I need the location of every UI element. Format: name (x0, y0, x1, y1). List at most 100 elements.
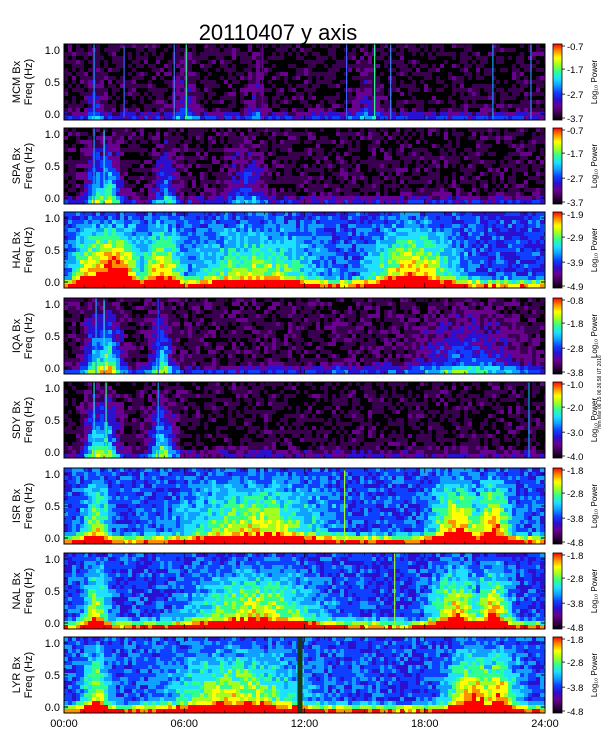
spectrogram-cell (120, 196, 124, 200)
spectrogram-cell (208, 280, 212, 284)
spectrogram-cell (64, 224, 68, 228)
spectrogram-cell (524, 152, 528, 156)
spectrogram-cell (220, 180, 224, 184)
spectrogram-cell (204, 224, 208, 228)
spectrogram-cell (88, 236, 92, 240)
spectrogram-cell (324, 196, 328, 200)
spectrogram-cell (240, 160, 244, 164)
spectrogram-cell (220, 64, 224, 68)
spectrogram-cell (156, 160, 160, 164)
spectrogram-cell (464, 100, 468, 104)
spectrogram-cell (144, 280, 148, 284)
spectrogram-cell (112, 252, 116, 256)
spectrogram-cell (428, 152, 432, 156)
spectrogram-cell (140, 44, 144, 48)
spectrogram-cell (276, 220, 280, 224)
spectrogram-cell (356, 164, 360, 168)
spectrogram-cell (272, 44, 276, 48)
spectrogram-cell (132, 236, 136, 240)
spectrogram-cell (120, 268, 124, 272)
spectrogram-cell (352, 104, 356, 108)
spectrogram-cell (224, 264, 228, 268)
spectrogram-cell (124, 80, 128, 84)
spectrogram-cell (72, 160, 76, 164)
spectrogram-cell (112, 152, 116, 156)
spectrogram-cell (176, 172, 180, 176)
spectrogram-cell (228, 172, 232, 176)
spectrogram-cell (88, 144, 92, 148)
spectrogram-cell (224, 52, 228, 56)
spectrogram-cell (296, 228, 300, 232)
spectrogram-cell (356, 84, 360, 88)
spectrogram-cell (336, 48, 340, 52)
spectrogram-cell (240, 144, 244, 148)
spectrogram-cell (268, 56, 272, 60)
spectrogram-cell (360, 196, 364, 200)
spectrogram-cell (200, 176, 204, 180)
spectrogram-cell (168, 84, 172, 88)
spectrogram-cell (228, 152, 232, 156)
spectrogram-cell (188, 180, 192, 184)
spectrogram-cell (236, 72, 240, 76)
spectrogram-cell (276, 272, 280, 276)
spectrogram-cell (88, 108, 92, 112)
spectrogram-cell (124, 240, 128, 244)
spectrogram-cell (244, 256, 248, 260)
spectrogram-cell (192, 128, 196, 132)
spectrogram-cell (244, 236, 248, 240)
spectrogram-cell (416, 44, 420, 48)
spectrogram-cell (428, 64, 432, 68)
spectrogram-cell (196, 240, 200, 244)
spectrogram-cell (72, 248, 76, 252)
spectrogram-cell (168, 192, 172, 196)
spectrogram-cell (196, 96, 200, 100)
spectrogram-cell (228, 72, 232, 76)
spectrogram-cell (360, 76, 364, 80)
spectrogram-cell (108, 104, 112, 108)
spectrogram-cell (292, 280, 296, 284)
spectrogram-cell (248, 152, 252, 156)
spectrogram-cell (468, 96, 472, 100)
spectrogram-cell (216, 180, 220, 184)
spectrogram-cell (76, 132, 80, 136)
spectrogram-cell (204, 152, 208, 156)
spectrogram-cell (192, 196, 196, 200)
spectrogram-cell (196, 272, 200, 276)
spectrogram-cell (308, 160, 312, 164)
spectrogram-cell (132, 44, 136, 48)
spectrogram-cell (96, 136, 100, 140)
spectrogram-cell (200, 200, 204, 204)
spectrogram-cell (256, 272, 260, 276)
spectrogram-cell (320, 176, 324, 180)
spectrogram-cell (132, 232, 136, 236)
spectrogram-cell (144, 72, 148, 76)
spectrogram-cell (216, 244, 220, 248)
spectrogram-cell (280, 184, 284, 188)
spectrogram-cell (196, 60, 200, 64)
spectrogram-cell (280, 240, 284, 244)
spectrogram-cell (472, 196, 476, 200)
spectrogram-cell (76, 280, 80, 284)
spectrogram-cell (352, 116, 356, 120)
spectrogram-cell (472, 180, 476, 184)
spectrogram-cell (472, 152, 476, 156)
spectrogram-cell (272, 248, 276, 252)
spectrogram-cell (148, 240, 152, 244)
spectrogram-cell (168, 240, 172, 244)
spectrogram-cell (284, 80, 288, 84)
spectrogram-cell (488, 172, 492, 176)
spectrogram-cell (200, 132, 204, 136)
spectrogram-cell (380, 136, 384, 140)
spectrogram-cell (160, 112, 164, 116)
spectrogram-cell (400, 76, 404, 80)
spectrogram-cell (264, 168, 268, 172)
spectrogram-cell (240, 184, 244, 188)
spectrogram-cell (424, 64, 428, 68)
spectrogram-cell (336, 188, 340, 192)
spectrogram-cell (144, 196, 148, 200)
spectrogram-cell (512, 72, 516, 76)
spectrogram-cell (112, 128, 116, 132)
spectrogram-cell (236, 260, 240, 264)
spectrogram-cell (336, 160, 340, 164)
spectrogram-cell (440, 44, 444, 48)
